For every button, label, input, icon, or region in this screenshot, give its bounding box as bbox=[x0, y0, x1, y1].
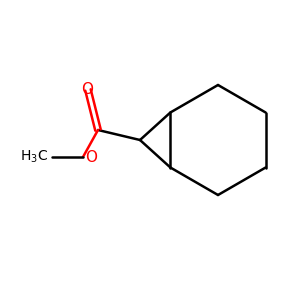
Text: O: O bbox=[81, 82, 93, 98]
Text: H$_3$C: H$_3$C bbox=[20, 149, 48, 165]
Text: O: O bbox=[85, 149, 97, 164]
